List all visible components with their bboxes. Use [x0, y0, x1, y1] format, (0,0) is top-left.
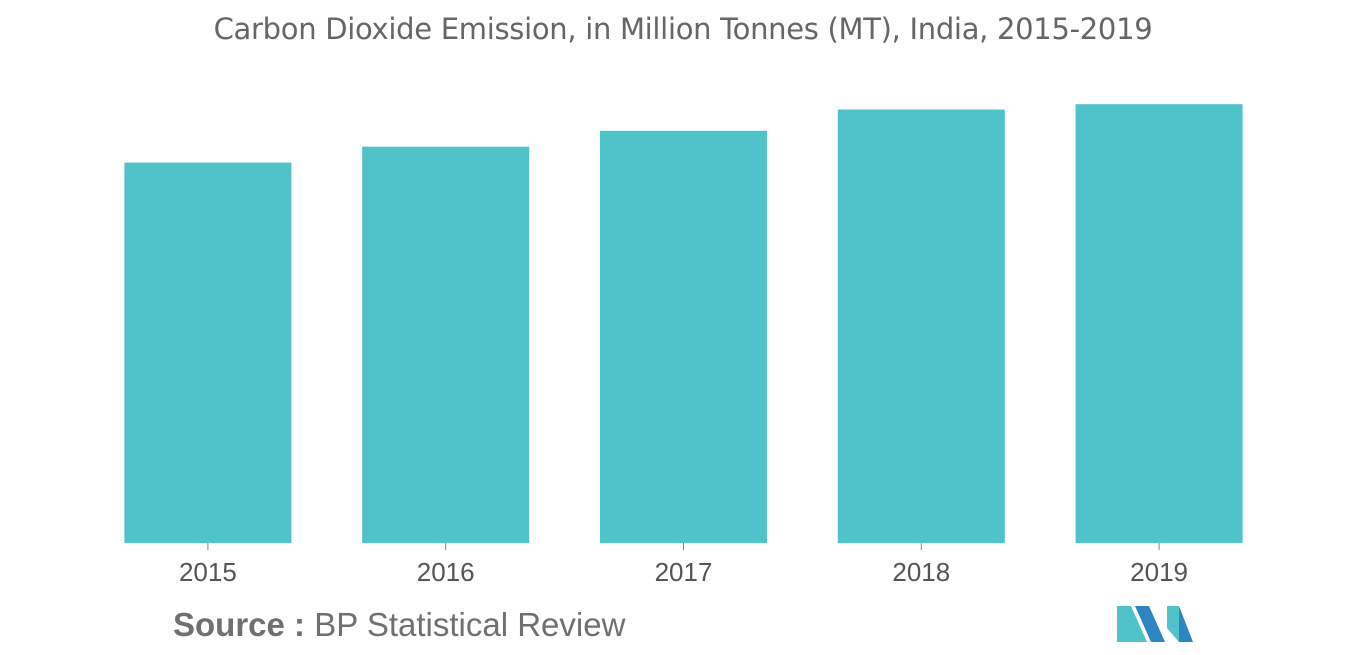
chart-title: Carbon Dioxide Emission, in Million Tonn…: [213, 12, 1153, 46]
x-tick-label-2018: 2018: [892, 557, 950, 587]
x-tick-label-2019: 2019: [1130, 557, 1188, 587]
bar-2015: [124, 162, 292, 543]
source-text: BP Statistical Review: [314, 606, 626, 643]
x-axis-labels: 2015 2016 2017 2018 2019: [179, 557, 1188, 587]
bar-2019: [1075, 104, 1243, 543]
mordor-intelligence-logo-icon: [1117, 606, 1193, 642]
source-note: Source : BP Statistical Review: [173, 606, 625, 644]
x-tick-label-2016: 2016: [417, 557, 475, 587]
logo-right-shape: [1167, 606, 1179, 642]
logo-left-shape: [1117, 606, 1147, 642]
bar-2017: [600, 130, 767, 544]
source-label: Source :: [173, 606, 306, 643]
bar-2018: [837, 109, 1005, 543]
x-tick-label-2015: 2015: [179, 557, 237, 587]
x-tick-label-2017: 2017: [655, 557, 713, 587]
logo-right-accent: [1179, 606, 1193, 642]
bar-chart: 2015 2016 2017 2018 2019: [124, 104, 1243, 587]
logo-mid-shape: [1135, 606, 1165, 642]
bars-group: [124, 104, 1243, 544]
x-axis-ticks: [207, 543, 1160, 550]
bar-2016: [362, 146, 530, 543]
